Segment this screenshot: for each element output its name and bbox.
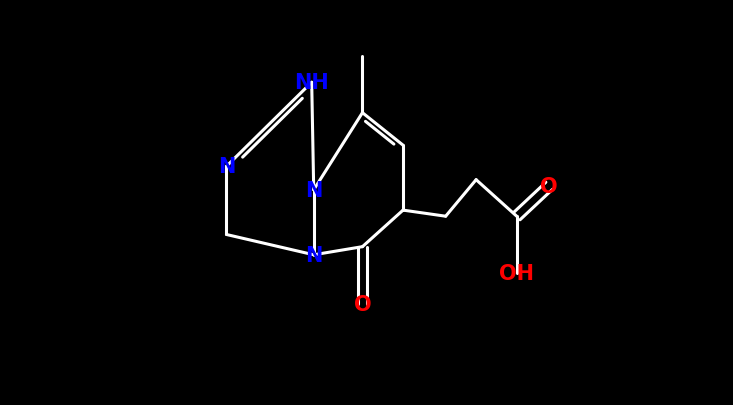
Text: N: N — [218, 157, 235, 177]
Text: NH: NH — [295, 73, 329, 93]
Text: O: O — [540, 176, 558, 196]
Text: N: N — [305, 245, 323, 265]
Text: N: N — [305, 180, 323, 200]
Text: OH: OH — [499, 263, 534, 284]
Text: O: O — [353, 294, 371, 315]
